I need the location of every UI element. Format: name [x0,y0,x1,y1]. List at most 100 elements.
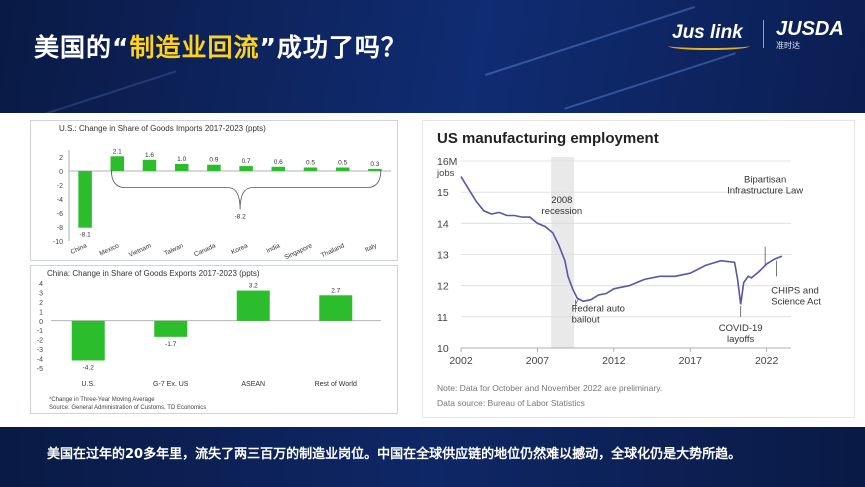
bar [78,171,92,228]
bar [71,320,105,361]
annotation: 2008 [551,195,572,206]
y-tick-label: 12 [437,281,449,293]
y-tick-label: 14 [437,218,449,230]
y-tick-label: -3 [37,347,43,354]
bar [303,167,318,171]
employment-svg: US manufacturing employment 16M 15 14 13 12 11… [436,130,821,408]
bar [154,320,188,337]
x-tick-label: U.S. [81,381,95,388]
data-label: 2.1 [113,148,122,155]
bar [335,167,350,171]
x-tick-label: Thailand [320,242,346,259]
y-tick-label: -2 [37,338,43,345]
data-label: 0.9 [209,157,218,164]
data-label: -1.7 [165,341,177,348]
x-tick-label: Italy [364,242,378,254]
x-tick-label: China [70,242,89,256]
bar [207,164,221,171]
us-manufacturing-employment-chart: US manufacturing employment 16M 15 14 13 12 11… [422,120,855,418]
brace-label: -8.2 [234,214,246,221]
series-line [460,176,783,305]
bar [174,164,189,171]
chart-source: Data source: Bureau of Labor Statistics [437,398,585,408]
annotation: layoffs [727,334,755,345]
bar [319,295,353,321]
data-label: 1.6 [145,152,154,159]
y-unit-label: jobs [436,168,455,179]
y-tick-label: 11 [437,312,448,324]
bar [142,159,157,171]
x-tick-label: Korea [230,242,249,256]
jusda-logo-text: JUSDA [776,18,844,40]
china-exports-chart: China: Change in Share of Goods Exports … [30,265,398,414]
bar [271,166,286,171]
x-tick-label: 2017 [679,355,703,367]
title-text-end: ”成功了吗？ [259,33,407,62]
x-tick-label: Rest of World [315,381,357,388]
y-tick-label: -4 [57,197,63,204]
bar [236,290,270,321]
x-tick-label: 2012 [602,355,626,367]
y-tick-label: -4 [37,357,43,364]
y-tick-label: 13 [437,250,449,262]
slide-title: 美国的“制造业回流”成功了吗？ [34,28,407,64]
annotation: Science Act [771,297,821,308]
y-tick-label: -8 [57,225,63,232]
y-tick-label: -6 [57,211,63,218]
y-tick-label: 4 [39,281,43,288]
data-label: 3.2 [249,283,258,290]
y-tick-label: 3 [39,290,43,297]
chart-note: *Change in Three-Year Moving Average [49,397,155,403]
x-tick-label: Canada [193,242,217,258]
title-highlight: 制造业回流 [129,33,260,62]
data-label: 0.3 [370,161,379,168]
chart-title: U.S.: Change in Share of Goods Imports 2… [59,124,266,133]
y-tick-label: 2 [59,155,63,162]
data-label: 2.7 [331,287,340,294]
data-label: -8.1 [79,232,91,239]
data-label: -4.2 [83,364,95,371]
china-exports-svg: China: Change in Share of Goods Exports … [37,269,381,411]
chart-title: China: Change in Share of Goods Exports … [47,269,260,278]
title-text: 美国的“ [34,33,130,62]
recession-band [551,157,575,348]
us-imports-chart: U.S.: Change in Share of Goods Imports 2… [30,120,398,261]
data-label: 0.6 [274,159,283,166]
bar [110,156,125,171]
y-tick-label: -5 [37,366,43,373]
jusda-logo-subtext: 准时达 [776,41,800,50]
y-tick-label: 0 [39,319,43,326]
annotation: CHIPS and [771,286,819,297]
header-light-streak [23,70,177,113]
annotation: COVID-19 [719,323,763,334]
header-light-streak [485,6,695,76]
x-tick-label: 2002 [449,355,473,367]
y-tick-label: 15 [437,187,449,199]
x-tick-label: Singapore [284,242,314,260]
y-tick-label: 2 [39,300,43,307]
x-tick-label: Mexico [99,242,121,257]
x-tick-label: Taiwan [163,242,185,257]
x-tick-label: 2007 [526,355,550,367]
footer-text: 美国在过年的20多年里，流失了两三百万的制造业岗位。中国在全球供应链的地位仍然难… [47,447,742,462]
annotation: bailout [572,314,600,325]
annotation: Federal auto [572,303,625,314]
y-tick-label: -2 [57,183,63,190]
x-tick-label: ASEAN [241,381,265,388]
chart-source: Source: General Administration of Custom… [49,405,206,411]
juslink-logo: Jus link [668,22,750,50]
y-tick-label: 1 [39,309,43,316]
annotation: Infrastructure Law [727,185,803,196]
y-tick-label: 10 [437,343,449,355]
data-label: 0.5 [338,160,347,167]
chart-note: Note: Data for October and November 2022… [437,383,662,393]
brace [110,169,382,210]
x-tick-label: 2022 [755,355,779,367]
y-tick-label: 16M [437,156,457,168]
data-label: 0.7 [242,158,251,165]
x-tick-label: India [265,242,281,254]
annotation: recession [542,206,583,217]
annotation-leader [575,298,579,305]
us-imports-svg: U.S.: Change in Share of Goods Imports 2… [53,124,391,260]
y-tick-label: 0 [59,169,63,176]
